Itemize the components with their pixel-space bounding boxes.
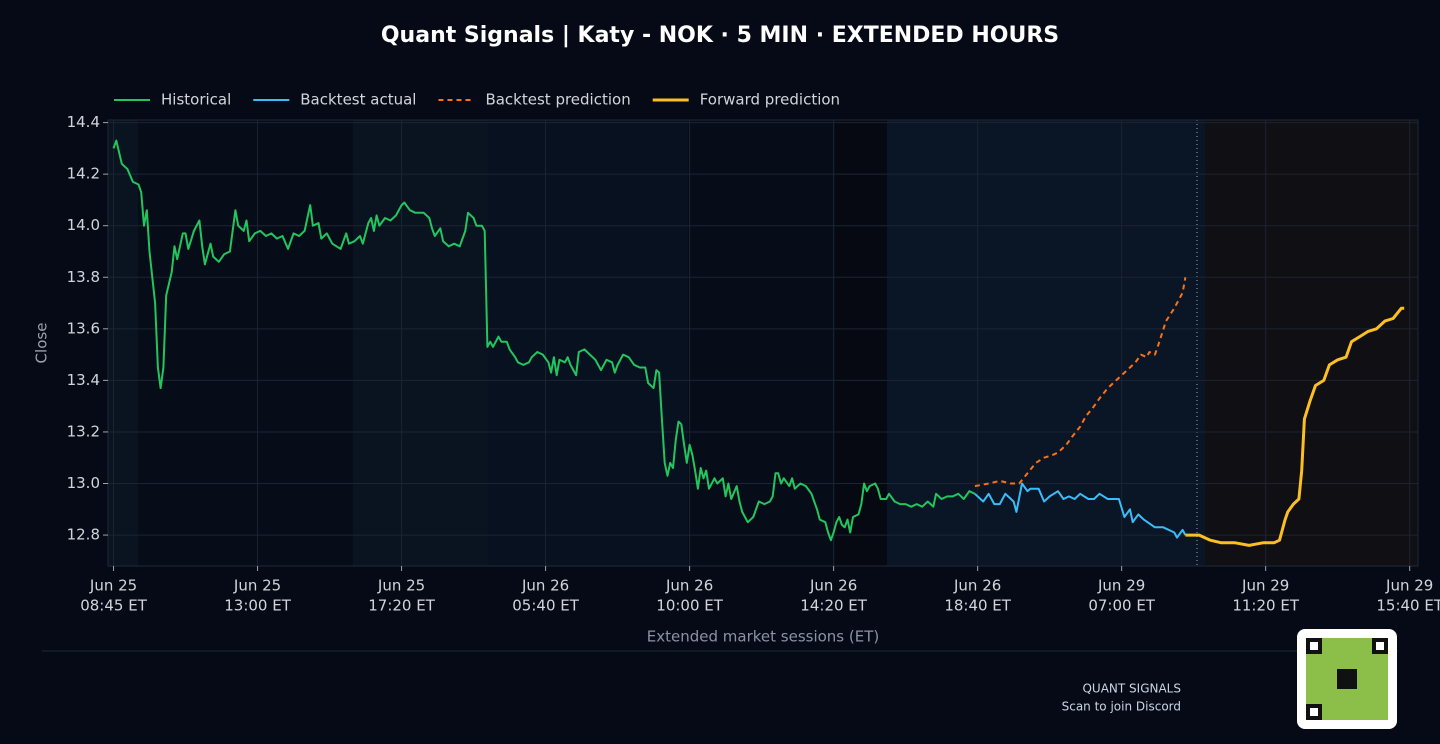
legend-label: Historical	[161, 91, 231, 109]
x-tick-label: Jun 29	[1241, 577, 1289, 595]
x-tick-label: Jun 29	[1385, 577, 1433, 595]
session-shade	[887, 120, 1205, 566]
qr-code	[1297, 629, 1397, 729]
series-line	[974, 277, 1187, 488]
session-shade	[108, 120, 138, 566]
chart-title: Quant Signals | Katy - NOK · 5 MIN · EXT…	[381, 23, 1059, 48]
x-tick-label: 15:40 ET	[1376, 597, 1440, 615]
y-tick-label: 12.8	[67, 526, 100, 544]
x-tick-label: Jun 26	[953, 577, 1001, 595]
x-tick-label: Jun 26	[521, 577, 569, 595]
x-tick-label: 10:00 ET	[656, 597, 723, 615]
footer-brand: QUANT SIGNALS	[1082, 682, 1181, 696]
x-tick-label: 13:00 ET	[224, 597, 291, 615]
y-tick-label: 14.0	[67, 216, 100, 234]
forecast-shade	[1205, 120, 1418, 566]
y-tick-label: 13.4	[67, 371, 100, 389]
x-tick-label: Jun 26	[809, 577, 857, 595]
series-line	[1185, 306, 1405, 547]
y-axis-label: Close	[33, 323, 51, 364]
y-tick-label: 13.8	[67, 268, 100, 286]
session-shade	[353, 120, 488, 566]
legend: Historical Backtest actual Backtest predic…	[114, 91, 840, 109]
y-tick-label: 14.4	[67, 113, 100, 131]
session-shade	[488, 120, 688, 566]
legend-label: Backtest actual	[300, 91, 416, 109]
y-tick-label: 14.2	[67, 165, 100, 183]
x-tick-label: 18:40 ET	[944, 597, 1011, 615]
legend-label: Backtest prediction	[485, 91, 630, 109]
x-tick-label: Jun 26	[665, 577, 713, 595]
x-tick-label: Jun 25	[89, 577, 137, 595]
plot-frame	[107, 119, 1419, 567]
x-tick-label: 08:45 ET	[80, 597, 147, 615]
legend-label: Forward prediction	[700, 91, 840, 109]
series-line	[112, 139, 976, 542]
x-tick-label: 07:00 ET	[1088, 597, 1155, 615]
x-tick-label: 11:20 ET	[1232, 597, 1299, 615]
y-tick-label: 13.2	[67, 422, 100, 440]
x-tick-label: 05:40 ET	[512, 597, 579, 615]
x-axis-label: Extended market sessions (ET)	[647, 628, 879, 646]
series-line	[974, 482, 1187, 539]
x-tick-label: Jun 29	[1097, 577, 1145, 595]
x-tick-label: Jun 25	[377, 577, 425, 595]
y-tick-label: 13.6	[67, 319, 100, 337]
x-tick-label: 14:20 ET	[800, 597, 867, 615]
x-tick-label: 17:20 ET	[368, 597, 435, 615]
y-tick-label: 13.0	[67, 474, 100, 492]
footer-caption: Scan to join Discord	[1062, 700, 1181, 714]
x-tick-label: Jun 25	[233, 577, 281, 595]
